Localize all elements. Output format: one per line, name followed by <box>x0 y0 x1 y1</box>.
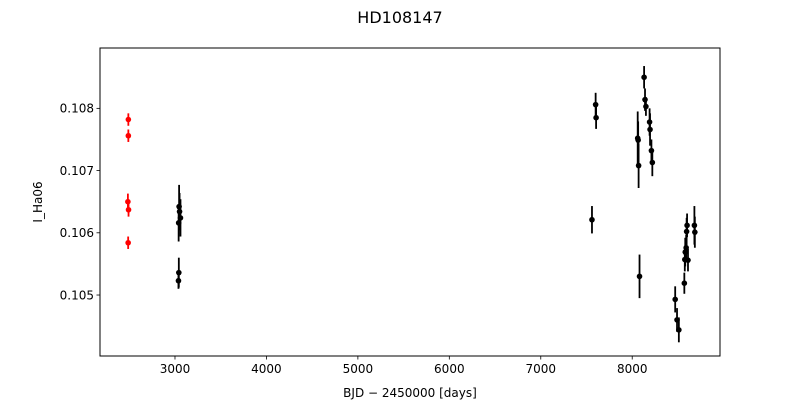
x-tick-label: 5000 <box>343 362 374 376</box>
data-point <box>592 101 599 108</box>
data-point <box>672 296 678 303</box>
x-axis-title: BJD − 2450000 [days] <box>343 386 477 400</box>
data-point <box>125 239 131 246</box>
data-point <box>649 159 656 166</box>
y-tick-label: 0.106 <box>60 226 94 240</box>
data-point <box>177 215 184 221</box>
y-tick-label: 0.107 <box>60 164 94 178</box>
data-point <box>647 126 653 133</box>
data-point <box>676 327 682 333</box>
data-point <box>176 269 182 276</box>
data-point <box>648 147 655 154</box>
data-point <box>692 229 698 235</box>
data-point <box>681 280 688 287</box>
axis-ticks-layer: 3000 4000 5000 6000 7000 8000 0.105 0.106 0.107 0… <box>60 102 648 376</box>
data-point <box>635 162 642 169</box>
series-0 <box>125 113 132 249</box>
data-point <box>589 216 595 223</box>
y-tick-label: 0.105 <box>60 288 94 302</box>
x-tick-label: 6000 <box>434 362 465 376</box>
x-tick-label: 8000 <box>617 362 648 376</box>
x-tick-label: 4000 <box>251 362 282 376</box>
data-point <box>593 114 599 121</box>
y-axis-title: I_Ha06 <box>31 181 45 222</box>
data-point <box>636 273 643 280</box>
chart-title: HD108147 <box>357 8 442 27</box>
x-tick-label: 7000 <box>525 362 556 376</box>
data-point <box>125 206 132 213</box>
series-1 <box>175 66 698 343</box>
data-point <box>642 96 648 103</box>
data-point <box>125 132 132 139</box>
data-point <box>643 103 649 110</box>
data-point <box>635 137 641 143</box>
plot-area-frame <box>99 47 721 357</box>
data-point <box>684 222 690 229</box>
data-point <box>176 208 183 215</box>
x-tick-label: 3000 <box>160 362 191 376</box>
data-point <box>125 116 132 123</box>
data-point <box>685 257 691 263</box>
y-tick-label: 0.108 <box>60 102 94 116</box>
data-points-layer <box>125 66 698 343</box>
data-point <box>641 74 647 81</box>
